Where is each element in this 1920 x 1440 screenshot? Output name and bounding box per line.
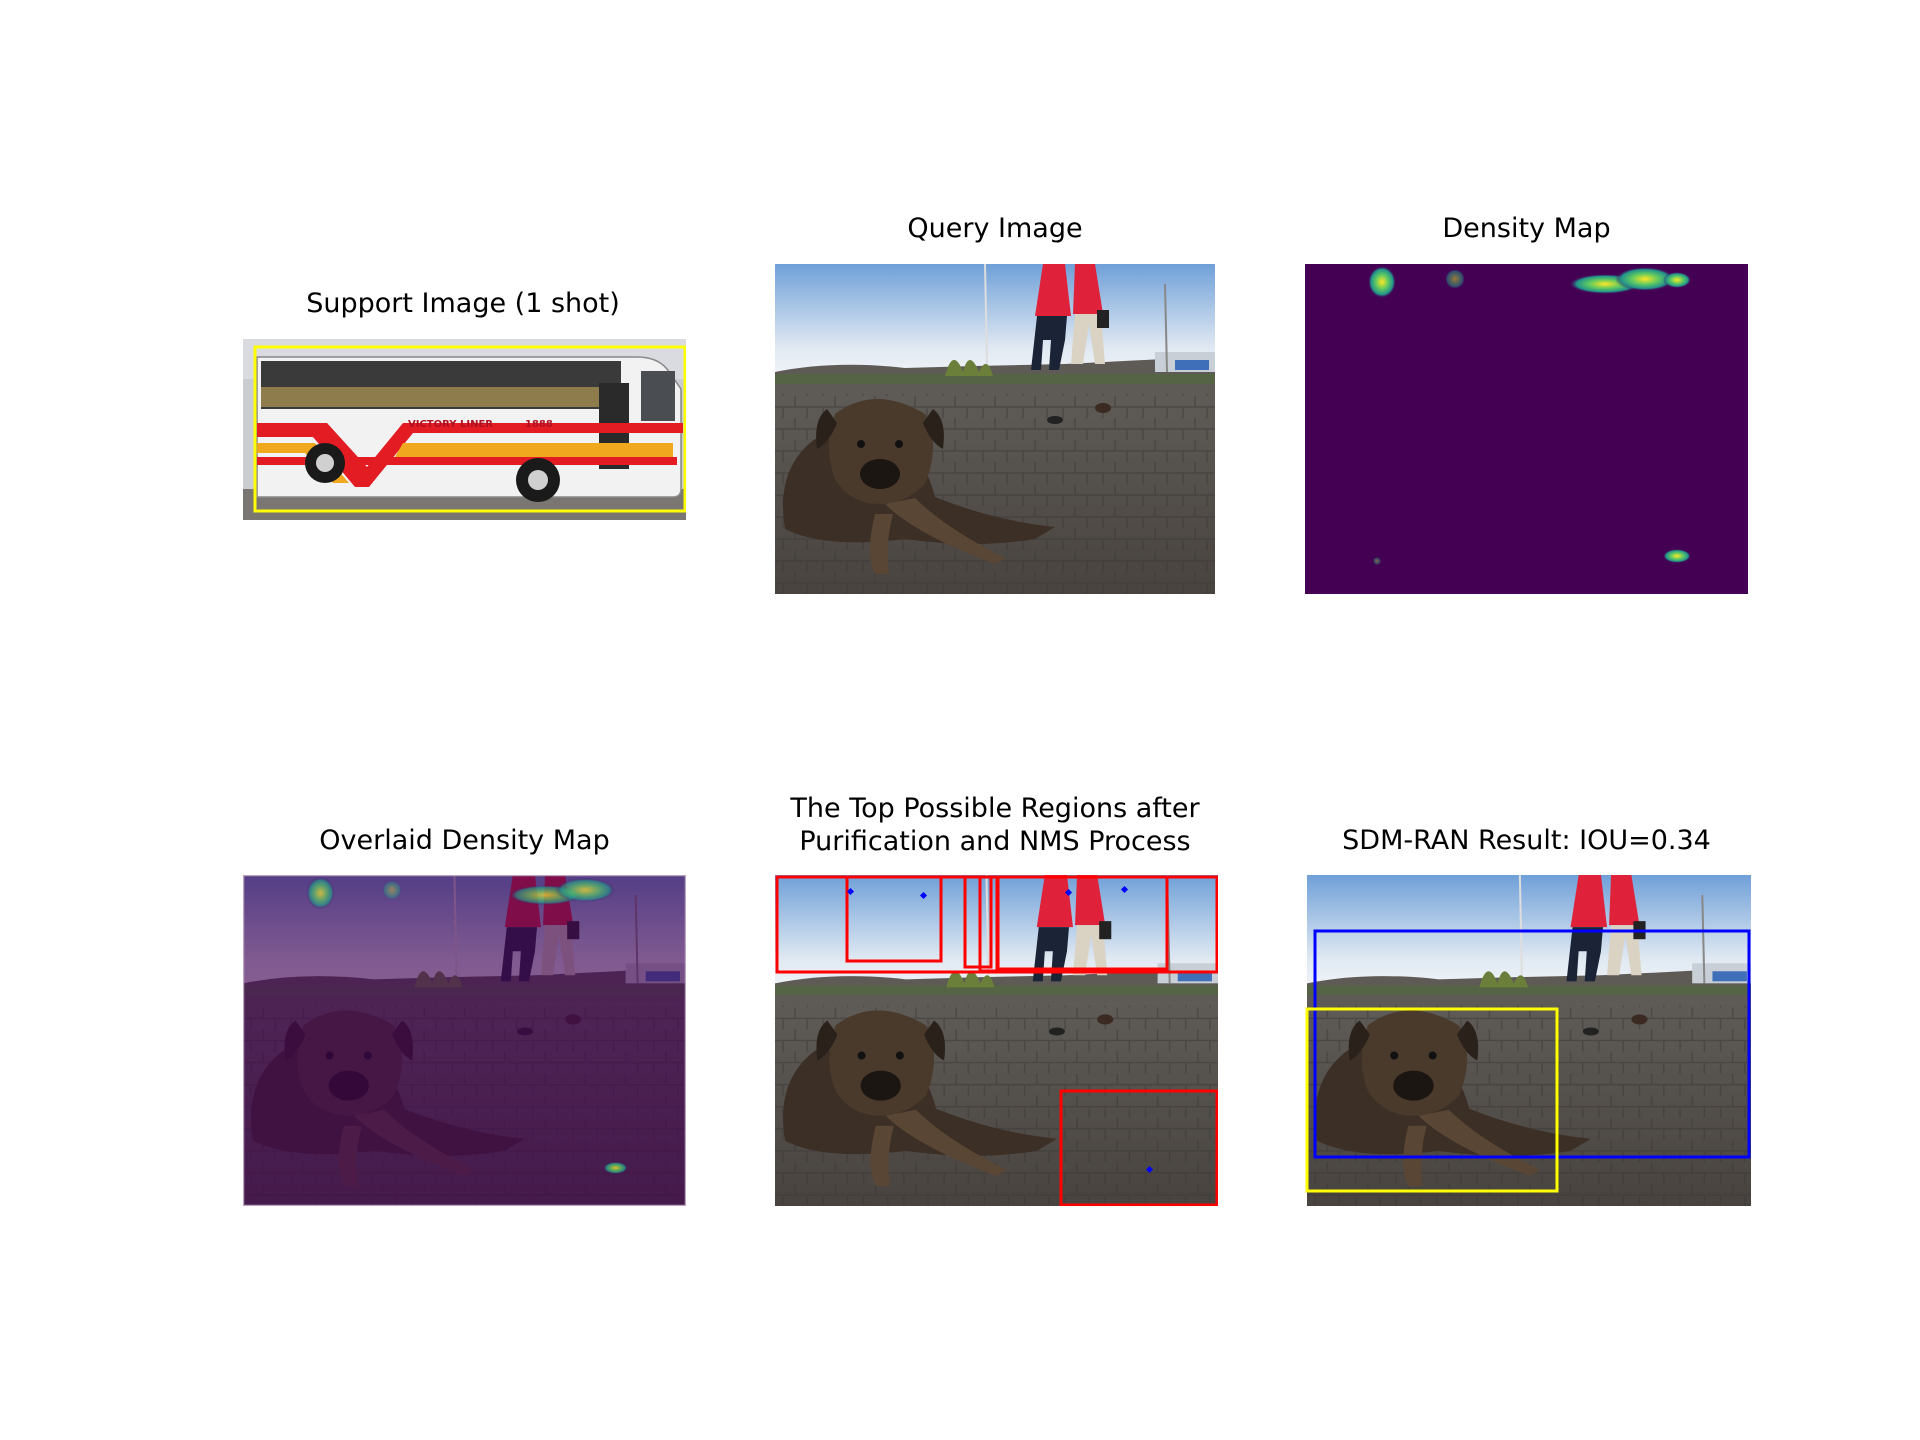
- region-point: [846, 887, 855, 896]
- support-box: [253, 345, 686, 513]
- regions-image: [775, 875, 1218, 1206]
- overlaid-density-map-title: Overlaid Density Map: [319, 825, 610, 856]
- support-image: VICTORY LINER 1888: [243, 339, 686, 520]
- support-image-title: Support Image (1 shot): [306, 288, 620, 319]
- predicted-box: [1313, 929, 1751, 1159]
- region-box: [995, 875, 1169, 971]
- ground-truth-box: [1305, 1007, 1559, 1193]
- density-map: [1305, 264, 1748, 594]
- region-box: [1059, 1089, 1218, 1206]
- query-image: [775, 264, 1215, 594]
- overlaid-density-map: [243, 875, 686, 1206]
- region-point: [919, 891, 928, 900]
- result-title: SDM-RAN Result: IOU=0.34: [1342, 825, 1711, 856]
- bus-label: VICTORY LINER: [408, 419, 493, 430]
- region-box: [963, 875, 993, 969]
- regions-title-line1: The Top Possible Regions after: [790, 793, 1200, 824]
- regions-title: The Top Possible Regions after Purificat…: [735, 792, 1255, 858]
- regions-title-line2: Purification and NMS Process: [799, 826, 1191, 857]
- density-map-title: Density Map: [1442, 213, 1611, 244]
- region-box: [845, 875, 943, 963]
- query-image-title: Query Image: [907, 213, 1083, 244]
- result-image: [1305, 875, 1751, 1206]
- bus-number: 1888: [525, 419, 553, 430]
